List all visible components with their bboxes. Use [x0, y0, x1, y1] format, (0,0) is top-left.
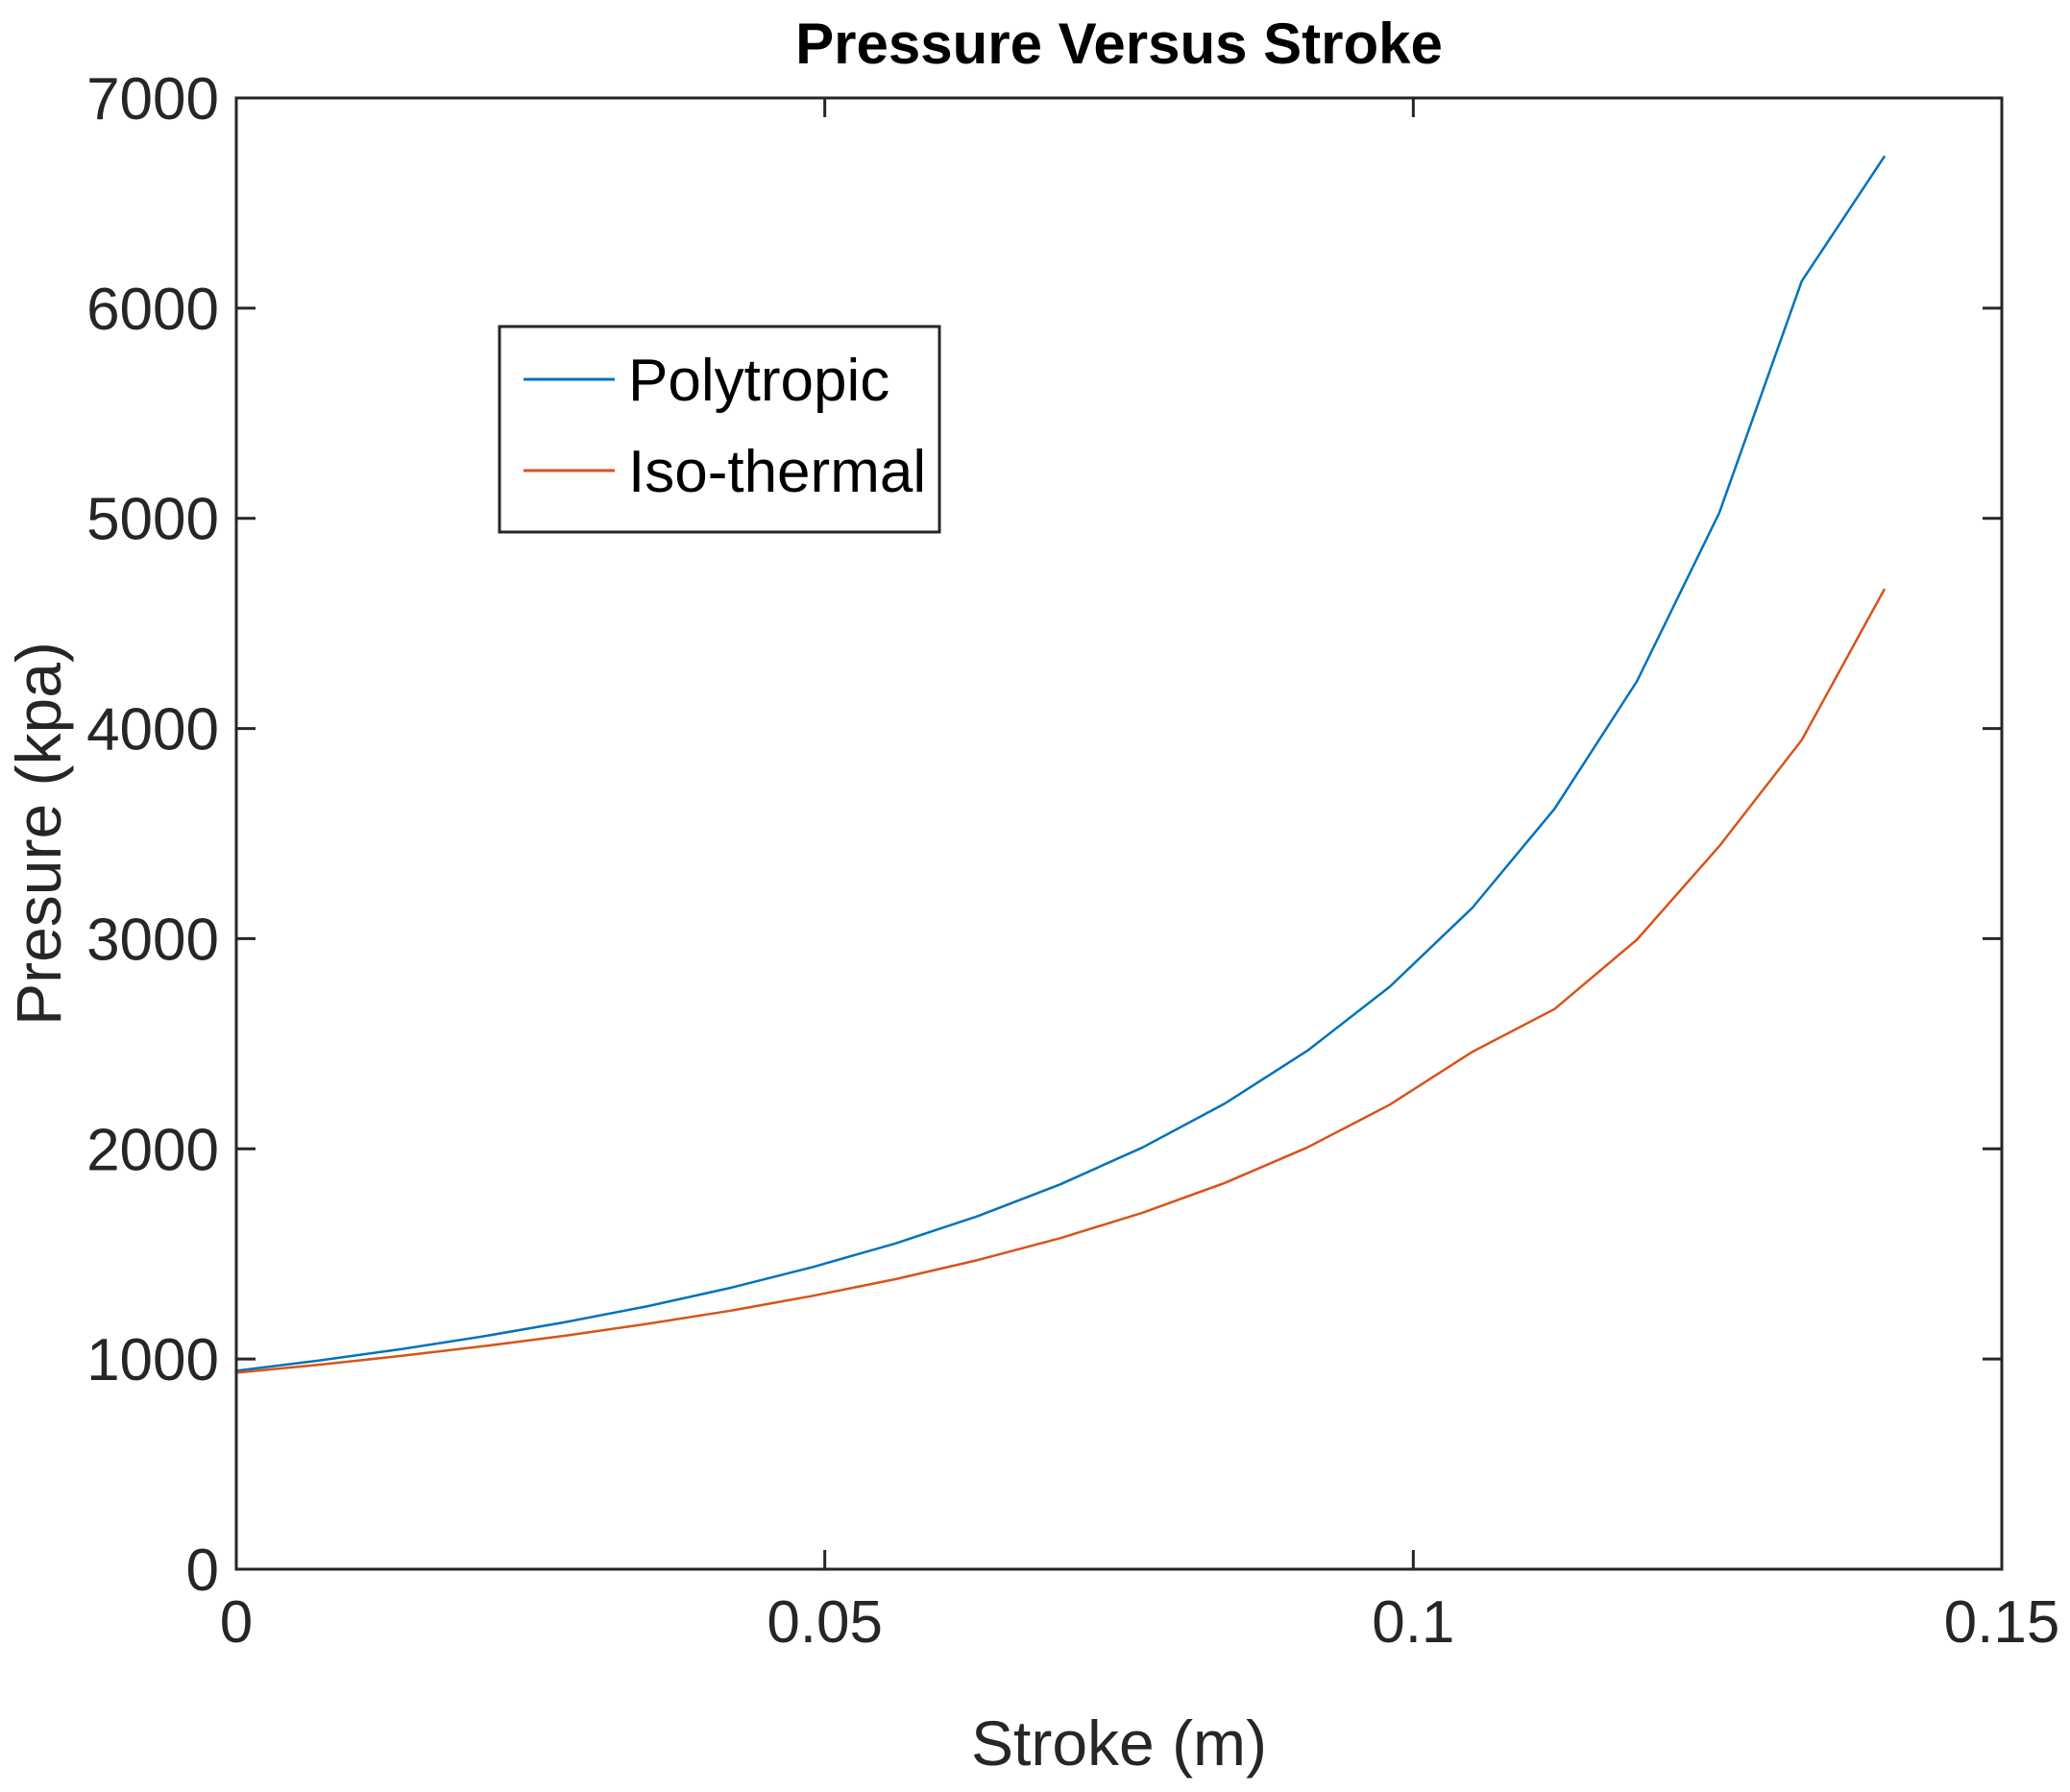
plot-frame: [234, 96, 2004, 1571]
x-tick-label: 0: [220, 1589, 253, 1656]
plot-area: [236, 98, 2002, 1569]
series-line-0: [234, 156, 1886, 1372]
x-tick-label: 0.05: [767, 1589, 883, 1656]
legend: Polytropic Iso-thermal: [498, 325, 941, 534]
y-tick-label: 6000: [86, 277, 219, 343]
legend-entries: Polytropic Iso-thermal: [524, 348, 926, 505]
chart-title: Pressure Versus Stroke: [795, 12, 1443, 76]
x-tick-label: 0.1: [1372, 1589, 1454, 1656]
y-tick-label: 5000: [86, 487, 219, 553]
series-layer: [234, 156, 1886, 1374]
legend-box: [498, 325, 941, 534]
y-tick-label: 0: [186, 1538, 219, 1604]
x-axis-label: Stroke (m): [971, 1707, 1267, 1779]
y-tick-label: 1000: [86, 1327, 219, 1393]
series-line-1: [234, 588, 1886, 1374]
ticks-layer: 0 0.05 0.1 0.15 0 1000 2000 3000 4000 5000 6000 700…: [86, 66, 2059, 1656]
y-tick-label: 7000: [86, 66, 219, 133]
x-tick-label: 0.15: [1944, 1589, 2060, 1656]
legend-label-1: Iso-thermal: [628, 439, 926, 505]
y-tick-label: 2000: [86, 1117, 219, 1183]
y-tick-label: 3000: [86, 907, 219, 973]
y-tick-label: 4000: [86, 697, 219, 763]
legend-label-0: Polytropic: [628, 348, 889, 414]
y-axis-label: Presure (kpa): [3, 642, 74, 1026]
